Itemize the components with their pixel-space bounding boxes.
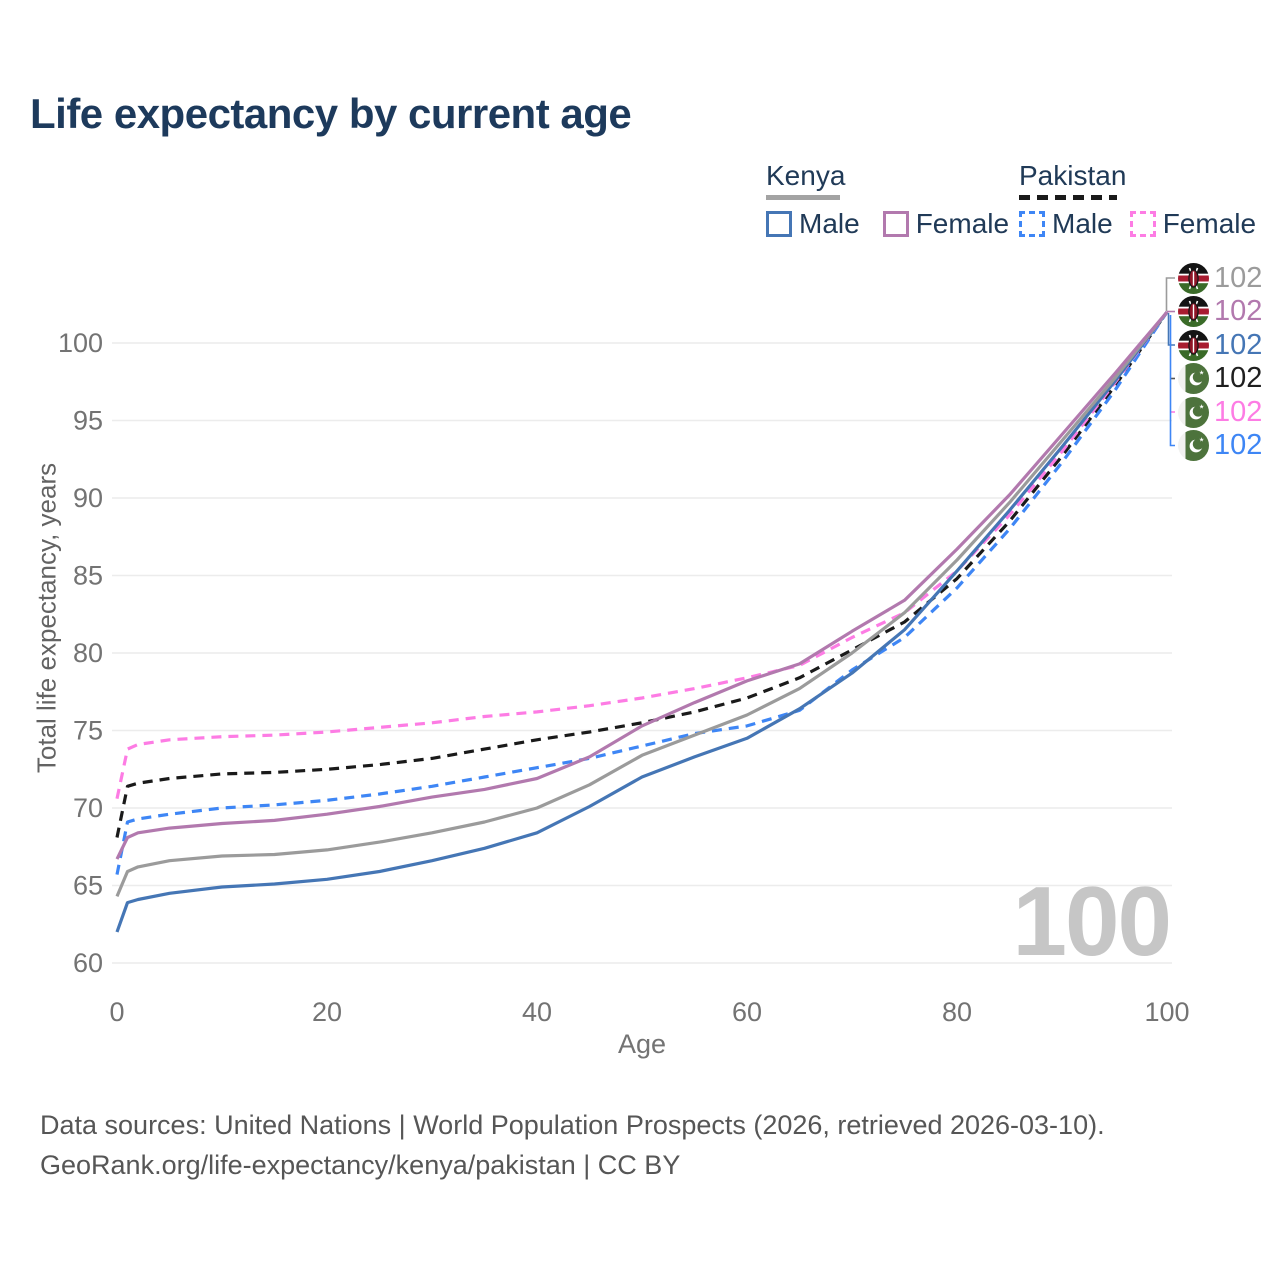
end-label-value: 102 <box>1214 261 1263 294</box>
pakistan-male-swatch <box>1019 211 1045 237</box>
end-label-kenya-male[interactable]: 102 <box>1178 328 1263 361</box>
y-tick-label: 75 <box>73 716 103 746</box>
y-tick-label: 70 <box>73 793 103 823</box>
leader-line <box>1165 277 1175 311</box>
legend-label-pakistan-female: Female <box>1162 208 1257 239</box>
kenya-linestyle-swatch <box>766 195 840 200</box>
pakistan-flag-icon <box>1178 396 1209 428</box>
series-line-pakistan-male[interactable] <box>115 311 1169 875</box>
leader-line <box>1169 315 1175 447</box>
end-label-value: 102 <box>1214 395 1263 428</box>
source-line-2: GeoRank.org/life-expectancy/kenya/pakist… <box>40 1149 681 1180</box>
kenya-flag-icon <box>1178 329 1209 361</box>
x-tick-label: 60 <box>732 997 762 1027</box>
y-tick-label: 85 <box>73 561 103 591</box>
x-tick-label: 100 <box>1144 997 1189 1027</box>
series-line-kenya-female[interactable] <box>115 310 1169 860</box>
end-label-pakistan[interactable]: 102 <box>1178 363 1262 394</box>
kenya-flag-icon <box>1178 262 1209 294</box>
end-label-kenya[interactable]: 102 <box>1178 261 1263 294</box>
x-tick-label: 80 <box>942 997 972 1027</box>
end-label-pakistan-male[interactable]: 102 <box>1178 430 1262 461</box>
legend-kenya-name: Kenya <box>766 160 846 191</box>
end-label-value: 102 <box>1214 328 1263 361</box>
page-title: Life expectancy by current age <box>30 90 632 137</box>
y-tick-label: 100 <box>58 328 103 358</box>
end-label-kenya-female[interactable]: 102 <box>1178 296 1262 327</box>
leader-line <box>1167 313 1175 346</box>
series-line-pakistan[interactable] <box>115 311 1169 838</box>
legend-item-kenya-female[interactable]: Female <box>882 208 1010 240</box>
pakistan-linestyle-swatch <box>1019 195 1117 200</box>
legend-label-pakistan-male: Male <box>1052 208 1113 239</box>
legend-group-kenya: Kenya Male Female <box>766 160 1009 240</box>
source-line-1: Data sources: United Nations | World Pop… <box>40 1110 1105 1140</box>
y-tick-label: 95 <box>73 406 103 436</box>
end-label-pakistan-female[interactable]: 102 <box>1178 395 1263 428</box>
kenya-female-swatch <box>882 211 909 237</box>
pakistan-flag-icon <box>1178 363 1209 394</box>
kenya-flag-icon <box>1178 296 1209 327</box>
source-note: Data sources: United Nations | World Pop… <box>40 1106 1105 1186</box>
x-tick-label: 20 <box>312 997 342 1027</box>
legend-item-kenya-male[interactable]: Male <box>766 208 860 240</box>
legend-pakistan-name: Pakistan <box>1019 160 1127 191</box>
y-tick-label: 60 <box>73 948 103 978</box>
x-axis-title: Age <box>617 1029 667 1059</box>
end-label-value: 102 <box>1214 362 1263 394</box>
y-tick-label: 90 <box>73 483 103 513</box>
pakistan-female-swatch <box>1129 211 1156 237</box>
series-line-kenya[interactable] <box>115 311 1169 898</box>
end-label-value: 102 <box>1214 295 1263 327</box>
legend-group-pakistan: Pakistan Male Female <box>1019 160 1256 240</box>
x-tick-label: 40 <box>522 997 552 1027</box>
pakistan-flag-icon <box>1178 430 1209 461</box>
x-tick-label: 0 <box>109 997 124 1027</box>
legend-label-kenya-male: Male <box>799 208 860 239</box>
legend-item-pakistan-female[interactable]: Female <box>1129 208 1257 240</box>
legend-item-pakistan-male[interactable]: Male <box>1019 208 1113 240</box>
kenya-male-swatch <box>766 211 792 237</box>
axis-max-watermark: 100 <box>1012 866 1172 976</box>
series-line-kenya-male[interactable] <box>115 311 1169 933</box>
end-label-value: 102 <box>1214 429 1263 461</box>
y-axis-title: Total life expectancy, years <box>31 462 62 774</box>
legend-label-kenya-female: Female <box>915 208 1010 239</box>
y-tick-label: 80 <box>73 638 103 668</box>
y-tick-label: 65 <box>73 871 103 901</box>
